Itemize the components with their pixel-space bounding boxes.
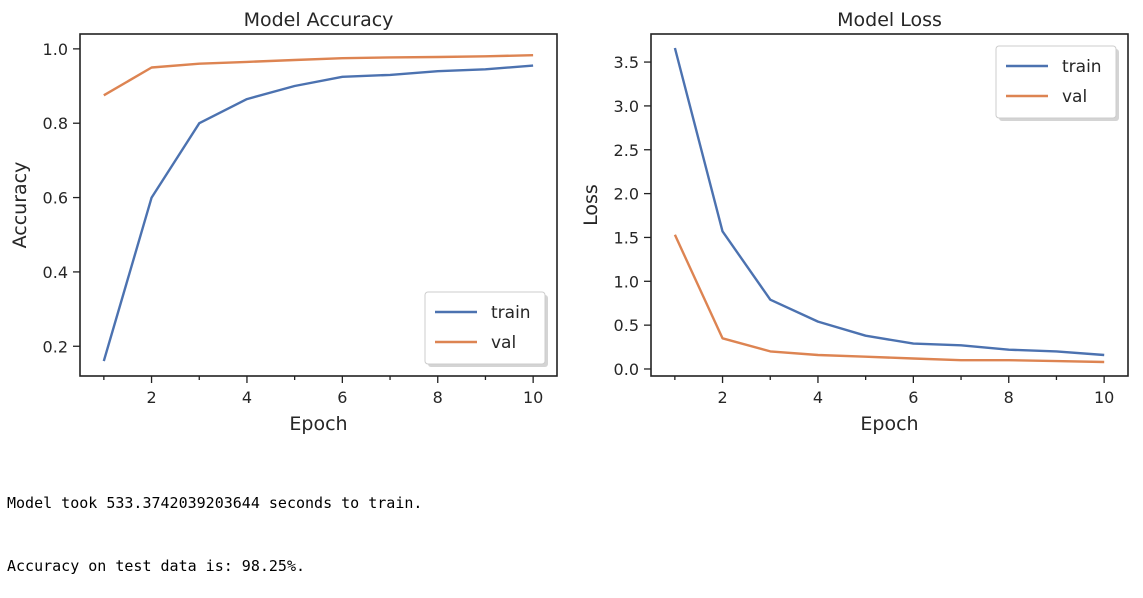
y-tick-label: 1.0 — [614, 272, 639, 291]
series-line-val — [673, 234, 1105, 364]
x-axis-label: Epoch — [860, 413, 918, 435]
series-line-val — [103, 54, 534, 97]
chart-title: Model Accuracy — [244, 9, 394, 31]
training-time-text: Model took 533.3742039203644 seconds to … — [7, 494, 423, 512]
x-tick-label: 6 — [337, 388, 347, 407]
x-tick-label: 8 — [433, 388, 443, 407]
x-tick-label: 2 — [146, 388, 156, 407]
x-tick-label: 4 — [242, 388, 252, 407]
x-axis-label: Epoch — [289, 413, 347, 435]
x-tick-label: 8 — [1004, 388, 1014, 407]
x-tick-label: 2 — [717, 388, 727, 407]
series-line-train — [102, 64, 534, 362]
legend-label-val: val — [491, 333, 516, 353]
chart-title: Model Loss — [837, 9, 942, 31]
y-tick-label: 1.0 — [43, 40, 68, 59]
legend: train val — [995, 45, 1119, 121]
y-tick-label: 0.4 — [43, 263, 68, 282]
y-tick-label: 0.6 — [43, 189, 68, 208]
legend-label-val: val — [1062, 87, 1087, 107]
x-tick-label: 4 — [813, 388, 823, 407]
plot-frame — [79, 33, 558, 377]
y-tick-label: 2.0 — [614, 185, 639, 204]
y-axis-label: Loss — [580, 184, 602, 226]
chart-1: Model Loss Epoch Loss 2 4 6 8 10 0.0 0.5 1.0 1.5 2.0… — [580, 9, 1129, 435]
x-tick-label: 6 — [908, 388, 918, 407]
legend-box — [995, 45, 1117, 119]
y-tick-label: 0.2 — [43, 337, 68, 356]
y-tick-label: 3.5 — [614, 53, 639, 72]
legend-label-train: train — [1062, 57, 1102, 77]
x-tick-label: 10 — [523, 388, 543, 407]
y-axis-label: Accuracy — [9, 162, 31, 249]
y-tick-label: 1.5 — [614, 228, 639, 247]
legend-box — [424, 291, 546, 365]
test-accuracy-text: Accuracy on test data is: 98.25%. — [7, 557, 306, 575]
charts-figure: Model Accuracy Epoch Accuracy 2 4 6 8 10 0.2 0.4 0… — [9, 9, 1129, 435]
legend: train val — [424, 291, 548, 367]
x-tick-label: 10 — [1094, 388, 1114, 407]
y-tick-label: 3.0 — [614, 97, 639, 116]
series-line-train — [673, 47, 1105, 357]
y-tick-label: 0.8 — [43, 114, 68, 133]
y-tick-label: 0.0 — [614, 360, 639, 379]
y-tick-label: 2.5 — [614, 141, 639, 160]
console-output: Model took 533.3742039203644 seconds to … — [7, 451, 422, 598]
plot-frame — [650, 33, 1129, 377]
y-tick-label: 0.5 — [614, 316, 639, 335]
chart-0: Model Accuracy Epoch Accuracy 2 4 6 8 10 0.2 0.4 0… — [9, 9, 558, 435]
legend-label-train: train — [491, 303, 531, 323]
